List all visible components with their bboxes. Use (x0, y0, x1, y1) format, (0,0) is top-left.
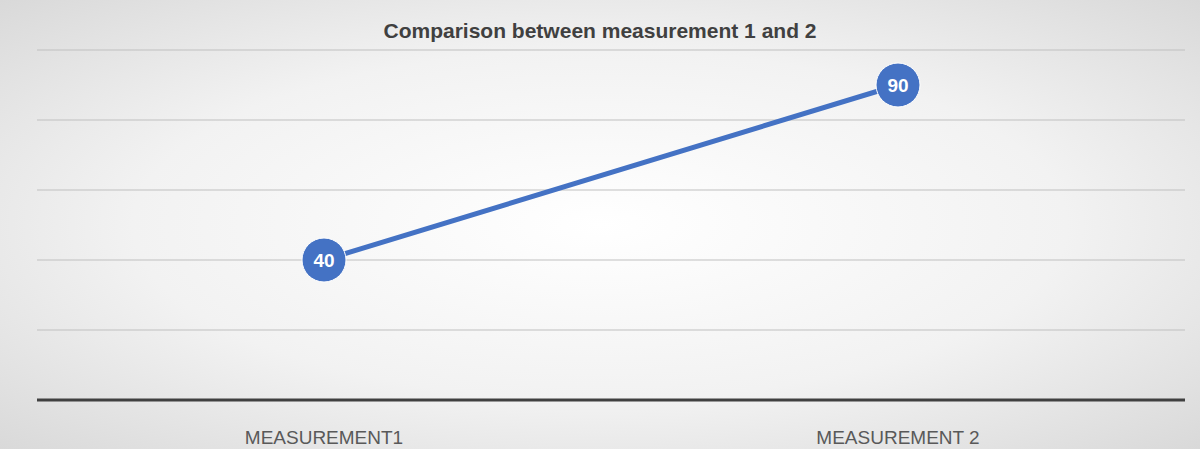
x-axis (37, 399, 1185, 402)
line (324, 85, 898, 260)
data-label: 90 (887, 75, 908, 96)
title: Comparison between measurement 1 and 2 (384, 19, 817, 42)
chart: Comparison between measurement 1 and 2 ME… (0, 0, 1200, 449)
data-label: 40 (313, 250, 334, 271)
grid-line (37, 259, 1185, 260)
x-tick-label: MEASUREMENT 2 (816, 427, 979, 448)
grid-line (37, 189, 1185, 190)
x-tick-label: MEASUREMENT1 (245, 427, 403, 448)
grid-line (37, 49, 1185, 50)
series (302, 63, 920, 282)
grid-line (37, 119, 1185, 120)
grid-line (37, 329, 1185, 330)
marker (302, 238, 346, 282)
marker (876, 63, 920, 107)
